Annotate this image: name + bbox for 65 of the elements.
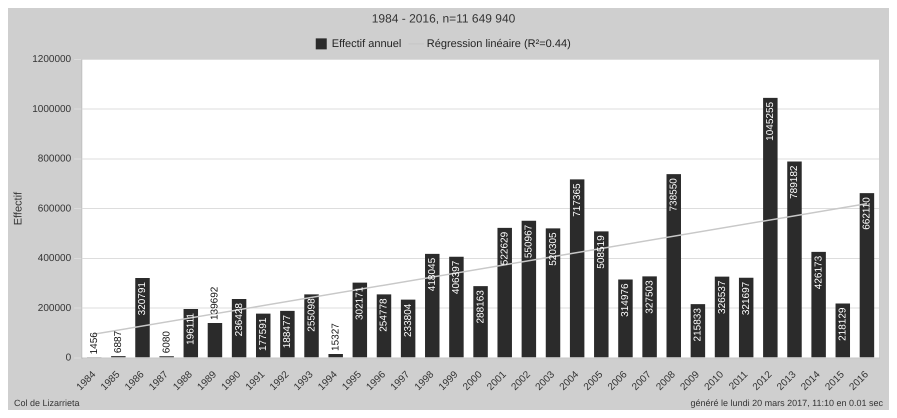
data-label: 738550 <box>668 178 680 212</box>
y-tick-label: 400000 <box>38 253 72 264</box>
data-label: 426173 <box>813 255 824 290</box>
data-label: 6887 <box>113 330 124 354</box>
data-label: 1045255 <box>765 101 776 141</box>
data-label: 288163 <box>475 290 486 324</box>
data-label: 177591 <box>258 317 269 351</box>
legend-label: Régression linéaire (R²=0.44) <box>426 38 571 50</box>
y-tick-label: 600000 <box>38 203 72 214</box>
bar <box>425 254 440 358</box>
bar <box>666 174 681 358</box>
bar <box>642 276 657 358</box>
legend-label: Effectif annuel <box>332 38 402 50</box>
data-label: 326537 <box>716 280 728 314</box>
chart-title: 1984 - 2016, n=11 649 940 <box>372 12 516 26</box>
data-label: 789182 <box>789 165 800 199</box>
data-label: 188477 <box>282 314 294 348</box>
data-label: 320791 <box>137 282 148 316</box>
y-tick-label: 800000 <box>38 154 72 165</box>
data-label: 662110 <box>862 196 873 230</box>
bar <box>449 256 464 358</box>
bar <box>328 354 343 358</box>
data-label: 15327 <box>330 322 342 351</box>
bar <box>522 220 536 358</box>
bar <box>787 162 802 358</box>
bar <box>738 278 754 358</box>
data-label: 520305 <box>548 232 559 266</box>
bar <box>546 228 560 358</box>
data-label: 508519 <box>596 234 608 269</box>
data-label: 215833 <box>692 308 704 342</box>
data-label: 302171 <box>354 286 366 320</box>
bar <box>618 279 633 358</box>
data-label: 327503 <box>644 280 656 314</box>
data-label: 314976 <box>620 283 632 317</box>
data-label: 522629 <box>499 231 510 266</box>
y-tick-label: 200000 <box>38 302 72 314</box>
bar <box>763 98 778 358</box>
data-label: 254778 <box>378 298 390 332</box>
y-axis-title: Effectif <box>12 190 25 226</box>
data-label: 550967 <box>524 224 535 258</box>
bar <box>208 323 222 358</box>
data-label: 255098 <box>306 298 318 332</box>
data-label: 218129 <box>838 307 849 341</box>
text: généré le lundi 20 mars 2017, 11:10 en 0.01 sec <box>690 398 884 408</box>
bar <box>497 228 512 358</box>
bar <box>594 231 609 358</box>
data-label: 717365 <box>572 182 583 217</box>
data-label: 196111 <box>186 312 197 345</box>
data-label: 321697 <box>740 281 752 316</box>
bar <box>352 282 368 358</box>
text: Col de Lizarrieta <box>14 398 80 408</box>
data-label: 406397 <box>451 260 462 294</box>
bar <box>860 193 874 358</box>
data-label: 6080 <box>161 330 172 354</box>
y-tick-label: 0 <box>66 352 72 364</box>
bar <box>811 252 826 358</box>
data-label: 139692 <box>210 286 221 320</box>
data-label: 1456 <box>88 332 100 354</box>
y-tick-label: 1200000 <box>32 54 72 66</box>
data-label: 236428 <box>234 302 245 336</box>
y-tick-label: 1000000 <box>32 104 72 115</box>
data-label: 418045 <box>427 257 438 292</box>
bar <box>570 179 584 358</box>
data-label: 233804 <box>402 303 414 338</box>
bar <box>714 276 730 358</box>
